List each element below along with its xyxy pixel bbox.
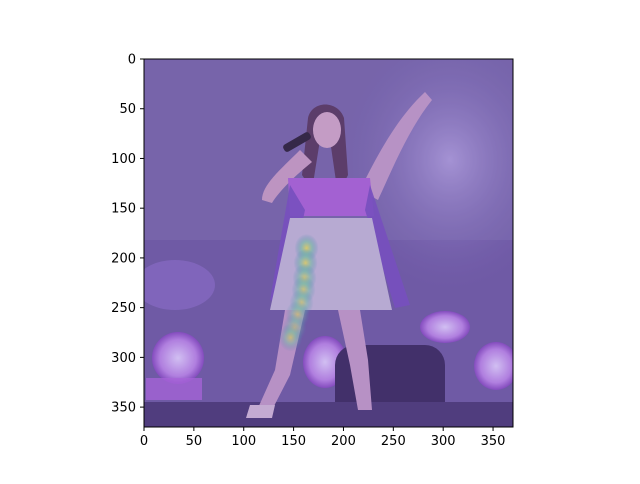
axes-frame (143, 58, 514, 428)
x-tick-label: 150 (281, 434, 306, 449)
x-tick-label: 0 (140, 434, 148, 449)
singer-raised-arm (360, 92, 432, 200)
y-tick-label: 350 (111, 401, 136, 416)
singer-leg-right (338, 310, 372, 410)
y-tick-label: 0 (128, 53, 136, 68)
x-tick-label: 300 (431, 434, 456, 449)
singer-microphone (283, 132, 311, 152)
y-tick-label: 200 (111, 251, 136, 266)
y-tick-label: 300 (111, 351, 136, 366)
x-tick-label: 250 (381, 434, 406, 449)
singer-arm-mic (262, 150, 312, 203)
singer-top (288, 178, 374, 216)
stage-light-left-base (146, 378, 202, 400)
x-tick-label: 100 (231, 434, 256, 449)
colormap-tint (144, 59, 513, 427)
stage-light-right (474, 342, 513, 390)
y-axis: 0 50 100 150 200 250 300 350 (111, 53, 144, 416)
y-tick-label: 250 (111, 301, 136, 316)
x-axis: 0 50 100 150 200 250 300 350 (140, 427, 506, 449)
y-tick-label: 150 (111, 202, 136, 217)
heatmap-hotspot (278, 323, 303, 352)
y-tick-label: 50 (119, 102, 136, 117)
heatmap-hotspots (278, 233, 319, 352)
x-tick-label: 200 (331, 434, 356, 449)
singer-shoe (246, 405, 275, 418)
x-tick-label: 350 (481, 434, 506, 449)
stage-floor (144, 402, 513, 427)
singer-head (313, 112, 341, 148)
stage-light-left (152, 332, 204, 384)
y-tick-label: 100 (111, 152, 136, 167)
singer-jacket (270, 185, 410, 308)
stage-glow-left (144, 260, 215, 310)
plot-area (144, 59, 513, 427)
stage-light-top (420, 311, 470, 343)
x-tick-label: 50 (186, 434, 203, 449)
